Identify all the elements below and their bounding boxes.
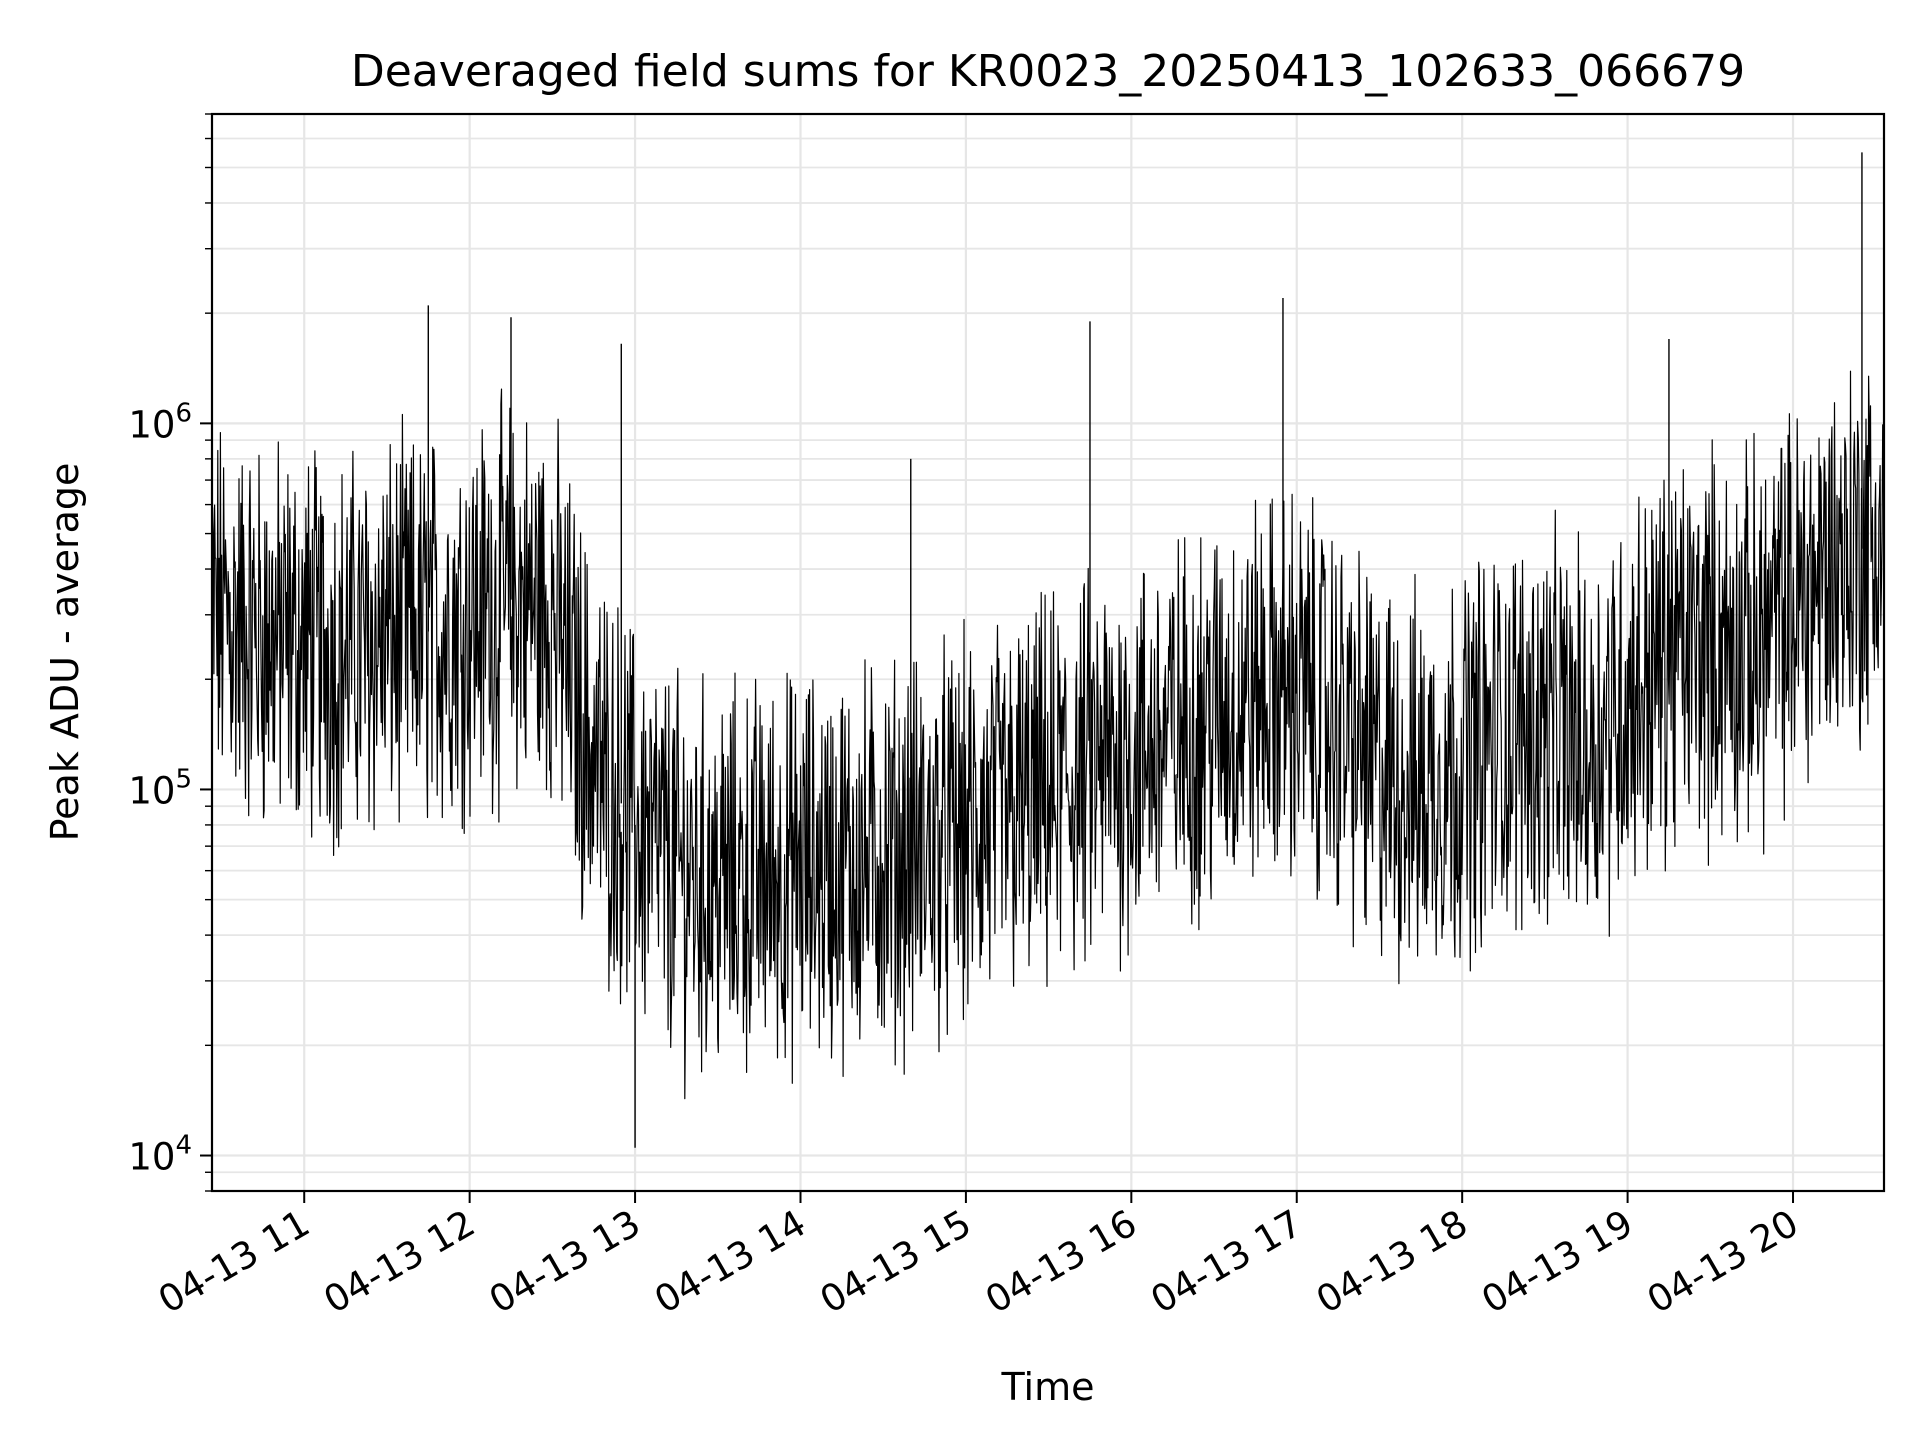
x-axis-ticks: 04-13 11 04-13 12 04-13 13 04-13 14 04-13 15…	[151, 1191, 1806, 1322]
y-tick-label: 106	[128, 398, 192, 446]
series-line	[211, 370, 1885, 1100]
x-tick-label: 04-13 12	[317, 1202, 483, 1322]
x-axis-label: Time	[1001, 1365, 1095, 1409]
x-tick-label: 04-13 17	[1144, 1202, 1310, 1322]
y-axis-label: Peak ADU - average	[43, 463, 87, 842]
y-tick-label: 105	[128, 764, 192, 812]
x-tick-label: 04-13 13	[482, 1202, 648, 1322]
y-tick-label: 104	[128, 1131, 192, 1179]
x-tick-label: 04-13 14	[647, 1202, 813, 1322]
x-tick-label: 04-13 11	[151, 1202, 317, 1322]
plot-frame	[210, 112, 1886, 1193]
x-tick-label: 04-13 20	[1640, 1202, 1806, 1322]
data-series	[211, 152, 1885, 1148]
x-tick-label: 04-13 15	[813, 1202, 979, 1322]
chart-title: Deaveraged field sums for KR0023_2025041…	[351, 46, 1745, 97]
grid-lines	[212, 113, 1884, 1192]
x-tick-label: 04-13 18	[1309, 1202, 1475, 1322]
x-tick-label: 04-13 16	[978, 1202, 1144, 1322]
x-tick-label: 04-13 19	[1475, 1202, 1641, 1322]
y-axis-ticks: 104 105 106	[128, 113, 212, 1192]
